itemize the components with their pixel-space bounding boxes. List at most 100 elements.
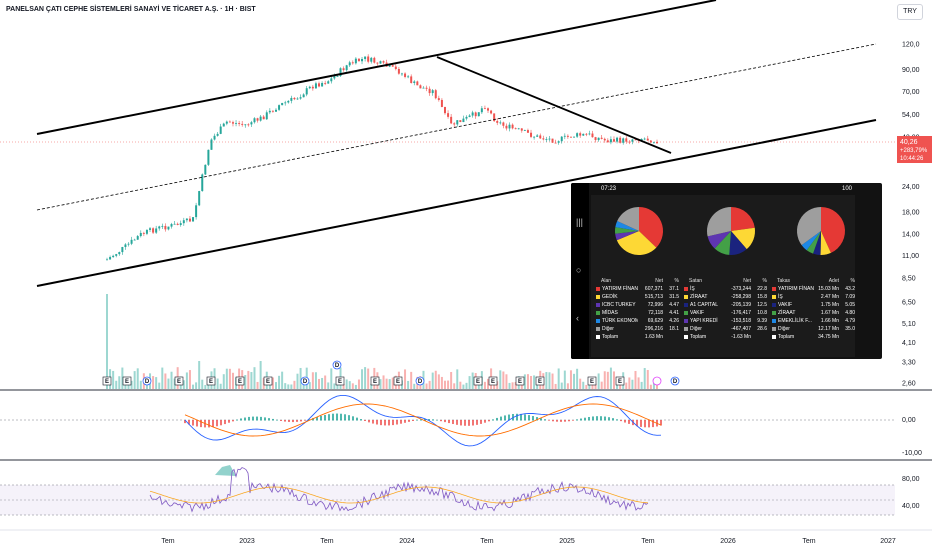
macd-histogram-bar: [424, 419, 426, 421]
percent-value: 12.5: [757, 302, 767, 308]
earnings-flag[interactable]: [370, 376, 380, 386]
earnings-flag[interactable]: [473, 376, 483, 386]
volume-bar: [579, 378, 582, 389]
currency-button[interactable]: TRY: [897, 4, 923, 20]
earnings-flag[interactable]: [535, 376, 545, 386]
macd-histogram-bar: [448, 420, 450, 424]
net-value: 1.75 Mn: [820, 302, 839, 308]
volume-bar: [164, 373, 167, 389]
macd-histogram-bar: [212, 420, 214, 428]
macd-histogram-bar: [208, 420, 210, 428]
macd-histogram-bar: [504, 415, 506, 421]
earnings-flag[interactable]: [122, 376, 132, 386]
macd-histogram-bar: [624, 420, 626, 423]
table-header: Alan Net%: [591, 277, 679, 285]
candle-body: [210, 139, 213, 150]
candle-body: [533, 136, 536, 138]
volume-bar: [250, 372, 253, 389]
dividend-flag[interactable]: [332, 360, 342, 370]
earnings-flag[interactable]: [174, 376, 184, 386]
back-icon[interactable]: ‹: [576, 313, 579, 323]
candle-body: [517, 128, 520, 130]
macd-histogram-bar: [604, 416, 606, 421]
table-row: Diğer -467,407 28.6: [679, 325, 767, 333]
earnings-flag[interactable]: [488, 376, 498, 386]
broker-name: ICBC TURKEY: [602, 302, 636, 308]
macd-histogram-bar: [496, 417, 498, 421]
earnings-flag[interactable]: [615, 376, 625, 386]
candle-body: [198, 191, 201, 206]
broker-name: YATIRIM FİNAN...: [778, 286, 814, 292]
candle-body: [158, 226, 161, 229]
macd-histogram: [184, 413, 662, 428]
dividend-flag[interactable]: [300, 376, 310, 386]
volume-bar: [591, 382, 594, 389]
upper-channel-line[interactable]: [36, 0, 717, 135]
candle-body: [357, 58, 360, 62]
macd-histogram-bar: [336, 413, 338, 421]
broker-name: ZİRAAT: [778, 310, 796, 316]
macd-histogram-bar: [296, 420, 298, 422]
candle-body: [296, 98, 299, 100]
candle-body: [271, 110, 274, 112]
candle-body: [483, 108, 486, 110]
macd-histogram-bar: [376, 420, 378, 425]
macd-histogram-bar: [452, 420, 454, 425]
volume-bar: [640, 381, 643, 389]
earnings-flag[interactable]: [263, 376, 273, 386]
dividend-flag[interactable]: [142, 376, 152, 386]
pie-slice: [615, 231, 639, 241]
macd-histogram-bar: [492, 419, 494, 421]
color-swatch: [596, 335, 600, 339]
volume-bar: [167, 378, 170, 389]
candle-body: [585, 133, 588, 135]
volume-bar: [201, 379, 204, 389]
candle-body: [354, 58, 357, 64]
volume-bar: [281, 371, 284, 389]
macd-histogram-bar: [352, 416, 354, 421]
macd-histogram-bar: [636, 420, 638, 427]
candle-body: [560, 136, 563, 142]
macd-histogram-bar: [648, 420, 650, 428]
macd-histogram-bar: [400, 420, 402, 424]
candle-body: [487, 108, 490, 111]
pie-slice: [729, 231, 747, 255]
volume-bar: [606, 371, 609, 389]
earnings-flag[interactable]: [235, 376, 245, 386]
broker-name: Diğer: [778, 326, 790, 332]
dividend-flag[interactable]: [415, 376, 425, 386]
countdown: 10:44:26: [900, 156, 924, 162]
earnings-flag[interactable]: [587, 376, 597, 386]
recent-apps-icon[interactable]: |||: [576, 217, 584, 227]
time-axis[interactable]: Tem 2023 Tem 2024 Tem 2025 Tem 2026 Tem 2027: [161, 538, 896, 545]
split-flag[interactable]: [652, 376, 662, 386]
earnings-flag[interactable]: [335, 376, 345, 386]
candle-body: [238, 123, 241, 124]
earnings-flag[interactable]: [393, 376, 403, 386]
color-swatch: [684, 303, 688, 307]
dividend-flag[interactable]: [670, 376, 680, 386]
earnings-flag[interactable]: [206, 376, 216, 386]
pie-slice: [797, 207, 821, 246]
falling-resistance-line[interactable]: [436, 56, 672, 154]
mid-channel-line[interactable]: [36, 43, 877, 211]
candle-body: [308, 86, 311, 89]
candle-body: [428, 88, 431, 94]
macd-histogram-bar: [484, 420, 486, 423]
home-icon[interactable]: ○: [576, 265, 582, 275]
broker-name: ZİRAAT: [690, 294, 708, 300]
lower-channel-line[interactable]: [36, 119, 877, 287]
earnings-flag[interactable]: [515, 376, 525, 386]
net-value: -205,139: [731, 302, 751, 308]
table-row: Toplam -1.63 Mn: [679, 333, 767, 341]
candle-body: [106, 259, 108, 261]
macd-histogram-bar: [644, 420, 646, 428]
candle-body: [112, 255, 115, 258]
volume-bar: [185, 372, 188, 389]
candle-body: [173, 223, 176, 225]
volume-bar: [145, 383, 148, 389]
price-axis[interactable]: 120,090,0070,0054,0042,0024,0018,0014,00…: [902, 42, 920, 388]
earnings-flag[interactable]: [102, 376, 112, 386]
candle-body: [502, 122, 505, 126]
